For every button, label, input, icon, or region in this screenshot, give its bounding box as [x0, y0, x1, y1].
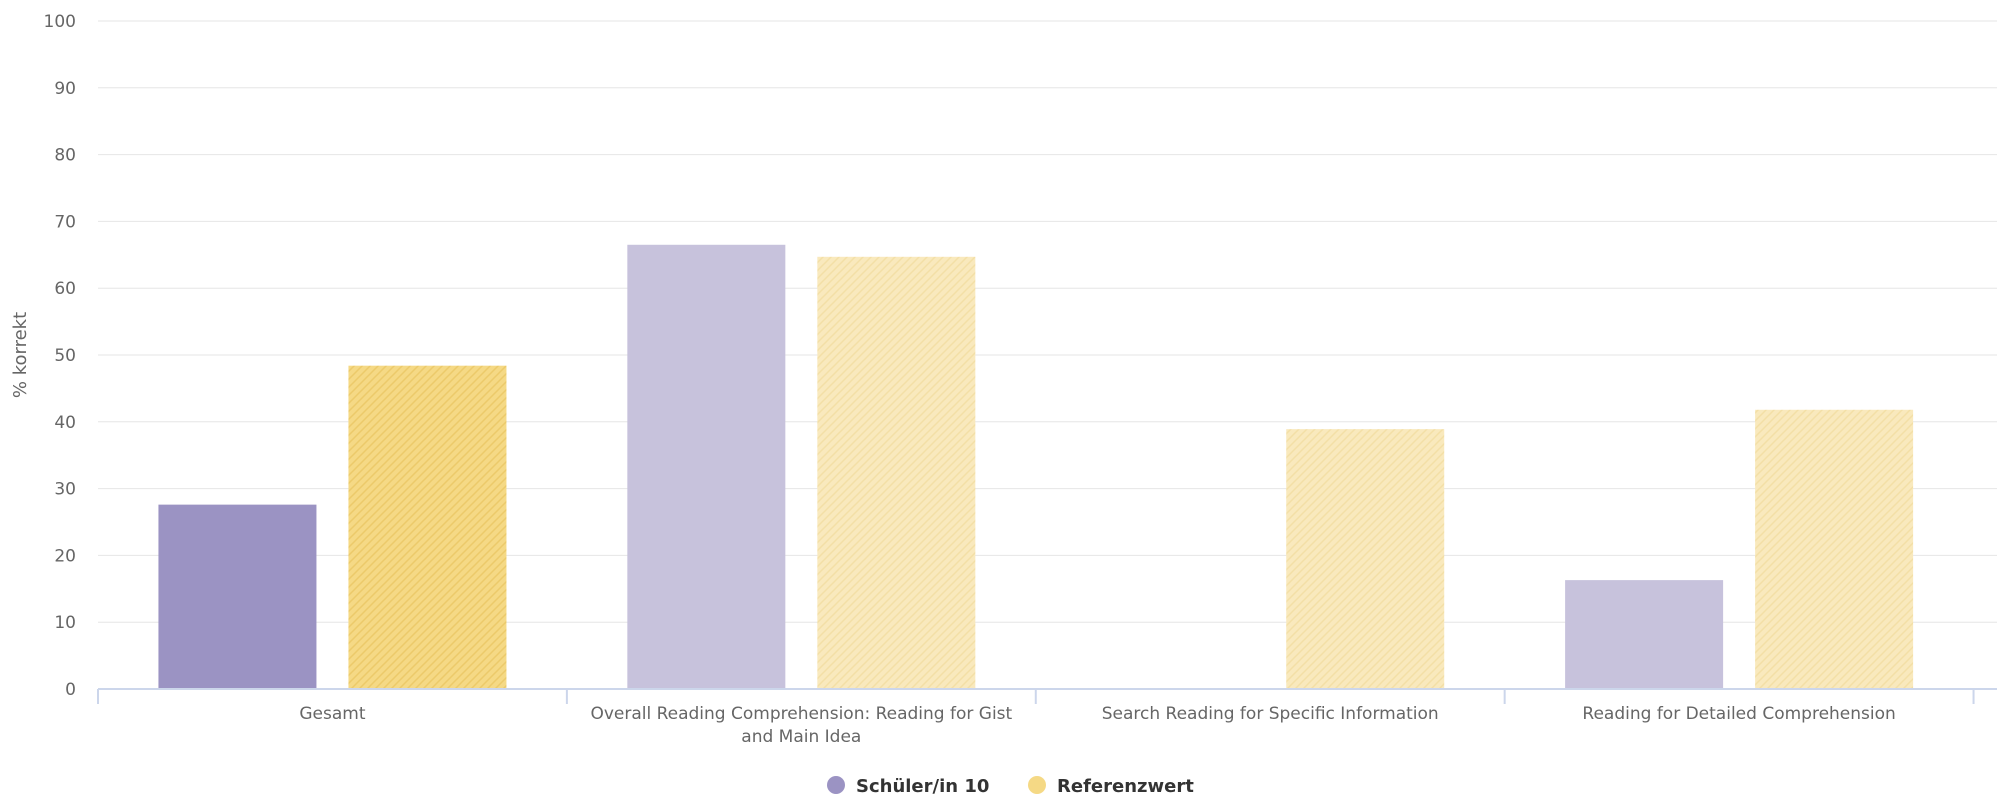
y-tick-label: 0 [65, 680, 76, 700]
bar-student-3[interactable] [1565, 580, 1724, 689]
y-tick-label: 60 [54, 279, 76, 299]
x-category-label: and Main Idea [741, 727, 861, 747]
y-tick-label: 90 [54, 79, 76, 99]
legend-label-reference[interactable]: Referenzwert [1057, 776, 1194, 796]
y-tick-label: 50 [54, 346, 76, 366]
y-tick-label: 30 [54, 480, 76, 500]
legend[interactable]: Schüler/in 10 Referenzwert [827, 776, 1194, 796]
x-category-label: Gesamt [299, 704, 365, 724]
legend-label-student[interactable]: Schüler/in 10 [856, 776, 989, 796]
x-category-label: Reading for Detailed Comprehension [1582, 704, 1895, 724]
x-category-label: Search Reading for Specific Information [1102, 704, 1439, 724]
y-tick-label: 70 [54, 212, 76, 232]
x-category-label: Overall Reading Comprehension: Reading f… [590, 704, 1012, 724]
y-tick-label: 10 [54, 613, 76, 633]
y-axis-label: % korrekt [10, 312, 31, 398]
bars [158, 244, 1914, 689]
y-axis-ticks: 0 10 20 30 40 50 60 70 80 90 100 [44, 12, 76, 700]
legend-marker-student[interactable] [827, 776, 845, 794]
bar-student-0[interactable] [158, 504, 317, 689]
y-tick-label: 40 [54, 413, 76, 433]
x-axis [97, 688, 1997, 704]
y-tick-label: 80 [54, 146, 76, 166]
x-axis-category-labels: Gesamt Overall Reading Comprehension: Rea… [299, 704, 1895, 747]
bar-reference-3[interactable] [1755, 409, 1914, 689]
bar-reference-0[interactable] [348, 365, 507, 689]
bar-student-1[interactable] [627, 244, 786, 689]
bar-reference-1[interactable] [817, 256, 976, 689]
y-tick-label: 20 [54, 546, 76, 566]
y-tick-label: 100 [44, 12, 76, 32]
bar-reference-2[interactable] [1286, 429, 1445, 689]
legend-marker-reference[interactable] [1028, 776, 1046, 794]
